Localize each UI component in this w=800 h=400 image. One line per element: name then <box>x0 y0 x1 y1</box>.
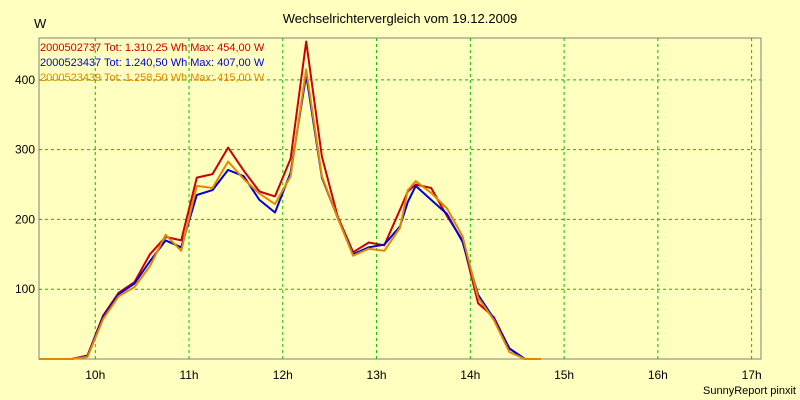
x-tick-label: 16h <box>648 368 668 382</box>
chart-title: Wechselrichtervergleich vom 19.12.2009 <box>282 11 518 26</box>
x-tick-label: 15h <box>554 368 574 382</box>
plot-area-frame <box>38 37 762 360</box>
y-axis-unit: W <box>34 16 47 31</box>
legend-entry: 2000502737 Tot: 1.310,25 Wh Max: 454,00 … <box>40 42 265 54</box>
series-line-1 <box>39 40 541 360</box>
legend: 2000502737 Tot: 1.310,25 Wh Max: 454,00 … <box>40 41 264 86</box>
x-tick-label: 17h <box>742 368 762 382</box>
y-tick-label: 300 <box>15 143 35 157</box>
footer-credit: SunnyReport pinxit <box>703 385 796 397</box>
y-tick-label: 400 <box>15 73 35 87</box>
y-tick-label: 100 <box>15 282 35 296</box>
x-tick-label: 10h <box>85 368 105 382</box>
y-tick-label: 200 <box>15 212 35 226</box>
legend-entry: 2000523439 Tot: 1.258,50 Wh Max: 415,00 … <box>40 72 265 84</box>
series-line-2 <box>39 74 541 360</box>
legend-entry: 2000523437 Tot: 1.240,50 Wh Max: 407,00 … <box>40 57 265 69</box>
x-tick-label: 11h <box>179 368 198 382</box>
x-tick-label: 14h <box>460 368 480 382</box>
series-line-3 <box>39 68 541 360</box>
x-tick-label: 13h <box>367 368 387 382</box>
x-tick-label: 12h <box>273 368 293 382</box>
